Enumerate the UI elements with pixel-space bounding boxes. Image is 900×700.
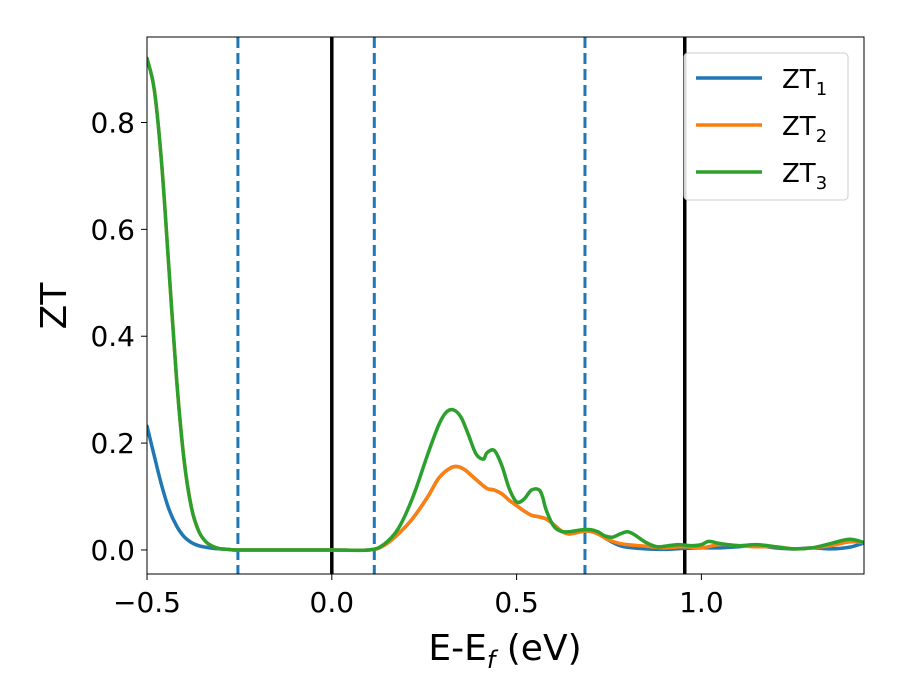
legend-box (683, 52, 849, 201)
y-tick-label-1: 0.2 (90, 427, 135, 460)
legend-label-2: ZT3 (782, 159, 827, 194)
y-tick-label-0: 0.0 (90, 534, 135, 567)
x-axis-ticks: −0.5 0.0 0.5 1.0 (113, 574, 724, 619)
plot-frame (146, 36, 865, 575)
series-lines (147, 56, 864, 553)
y-axis-ticks: 0.0 0.2 0.4 0.6 0.8 (90, 106, 147, 567)
y-tick-label-3: 0.6 (90, 213, 135, 246)
y-tick-label-4: 0.8 (90, 106, 135, 139)
x-tick-label-1: 0.0 (310, 586, 355, 619)
x-axis-label: E-Ef (eV) (428, 628, 581, 674)
x-tick-label-2: 0.5 (494, 586, 539, 619)
x-tick-label-0: −0.5 (113, 586, 181, 619)
x-tick-label-3: 1.0 (679, 586, 724, 619)
y-axis-label: ZT (34, 282, 75, 330)
legend-label-0: ZT1 (782, 65, 827, 100)
series-line-zt3 (147, 56, 864, 553)
legend: ZT1 ZT2 ZT3 (683, 52, 849, 201)
legend-label-1: ZT2 (782, 112, 827, 147)
y-tick-label-2: 0.4 (90, 320, 135, 353)
